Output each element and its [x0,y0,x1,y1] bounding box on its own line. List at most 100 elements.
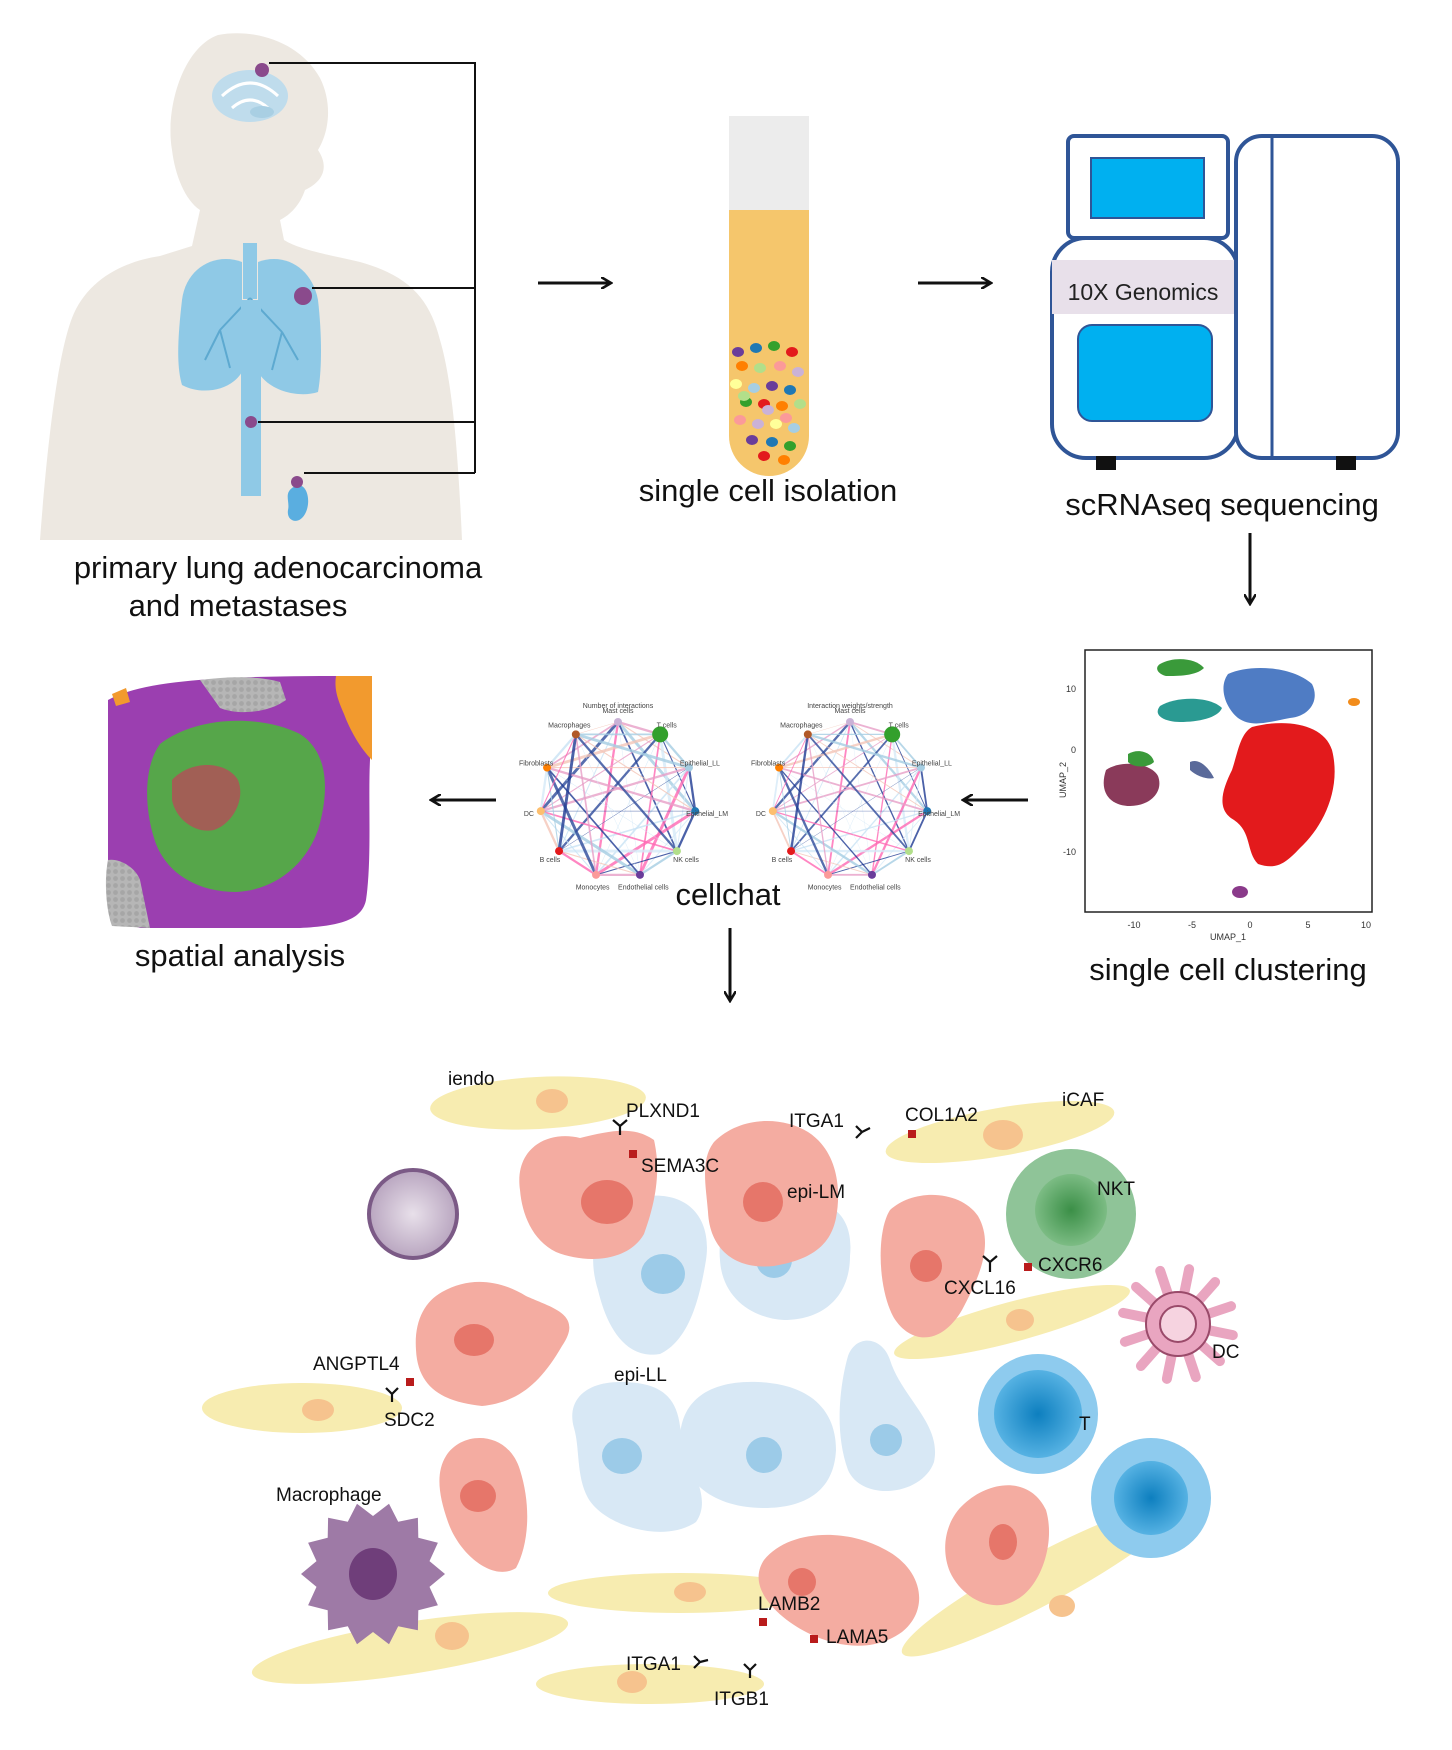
interaction-edge [639,810,696,876]
cell-type-node [543,763,552,772]
brain-icon [212,70,288,122]
lama5-ligand [810,1635,818,1643]
interaction-edge [771,810,792,852]
plxnd1-receptor-icon [612,1119,628,1135]
cell-type-node-label: Macrophages [548,722,591,729]
cell-dot [776,401,788,411]
cellchat-panel: Number of interactions Interaction weigh… [519,703,960,891]
label-dc: DC [1212,1342,1239,1363]
interaction-edge [539,767,549,812]
interaction-edge [659,734,696,812]
interaction-edge [595,850,678,876]
label-itga1-bottom: ITGA1 [626,1654,681,1675]
umap-xtick-5: 10 [1361,920,1371,930]
label-macrophage: Macrophage [276,1485,382,1506]
cell-type-node [775,763,784,772]
cellchat-left-title: Number of interactions [583,703,654,710]
cell-type-node-label: Fibroblasts [519,761,554,768]
cell-type-node-label: T cells [657,722,678,729]
label-epi-lm: epi-LM [787,1182,845,1203]
label-plxnd1: PLXND1 [626,1101,700,1122]
ligand-markers [406,1130,1032,1643]
interaction-edge [595,809,696,877]
interaction-edge [908,810,929,852]
interaction-edge [558,850,641,876]
interaction-edge [849,721,929,812]
itga1-bottom-receptor-icon [693,1655,709,1669]
epi-lm-cell-6 [758,1534,920,1646]
caption-cellchat: cellchat [675,877,780,912]
cell-dot [730,379,742,389]
interaction-edge [827,810,928,876]
purple-lymphocyte [367,1168,459,1260]
itgb1-receptor-icon [743,1663,757,1678]
interaction-edge [778,767,792,852]
umap-ytick-top: 10 [1066,684,1076,694]
interaction-edge [807,734,928,812]
label-lama5: LAMA5 [826,1627,888,1648]
fibroblast-bottom-right [901,1503,1179,1657]
interaction-edge [827,850,910,876]
caption-sequencing: scRNAseq sequencing [1065,487,1379,522]
fibroblast-bottom-left [251,1612,569,1684]
cellchat-network-left: Mast cells T cells Epithelial_LL Epithelial… [519,708,728,891]
caption-isolation: single cell isolation [639,473,897,508]
interaction-edge [908,767,922,852]
cell-type-node [787,847,796,856]
cell-type-node-label: Mast cells [602,708,634,715]
interaction-edge [616,721,697,813]
sequencer-label-panel [1052,260,1238,314]
interaction-edge [545,766,598,876]
cell-type-node-label: Mast cells [834,708,866,715]
cellchat-network-right: Mast cells T cells Epithelial_LL Epithelial… [751,708,960,891]
cell-dot [766,437,778,447]
cell-dot [732,347,744,357]
cell-dot [784,385,796,395]
bone-tumor-marker [245,416,257,428]
label-itgb1: ITGB1 [714,1689,769,1710]
cell-type-node [635,870,644,879]
cxcl16-receptor-icon [982,1255,998,1272]
cell-dot [758,451,770,461]
cell-dot [748,383,760,393]
umap-cluster-violet [1190,760,1214,779]
tme-illustration: iendo iCAF epi-LM epi-LL NKT DC T Macrop… [202,1069,1239,1710]
spatial-orange-region [335,676,372,760]
interaction-edge [772,734,809,812]
caption-clustering: single cell clustering [1089,952,1366,987]
cell-type-node [846,718,854,726]
interaction-edge [546,732,661,769]
interaction-edge [871,810,928,876]
label-col1a2: COL1A2 [905,1105,978,1126]
cell-type-node-label: NK cells [905,857,931,864]
cell-dot [784,441,796,451]
macrophage-cell [301,1503,445,1645]
interaction-edge [687,767,697,812]
t-cell-second [1091,1438,1211,1558]
fibroblast-bottom-middle [536,1664,764,1704]
metastasis-connector-lines [258,62,476,474]
cell-dot [780,413,792,423]
interaction-edge [807,721,851,735]
cell-type-node [652,726,669,743]
spine-icon [241,300,261,496]
umap-clusters [1103,659,1360,898]
umap-xtick-1: -10 [1127,920,1140,930]
epi-lm-nuclei [454,1180,1017,1596]
cell-dot [752,419,764,429]
t-cell [978,1354,1098,1474]
cell-dot [734,415,746,425]
umap-ytick-bottom: -10 [1063,847,1076,857]
sequencer-machine-icon [1050,134,1400,470]
interaction-edge [920,767,929,812]
fibroblast-left [202,1383,402,1433]
label-epi-ll: epi-LL [614,1365,667,1386]
label-cxcl16: CXCL16 [944,1278,1016,1299]
interaction-edge [891,734,911,852]
cell-dot [792,367,804,377]
interaction-edge [807,733,910,852]
sdc2-receptor-icon [385,1387,399,1402]
cell-type-node-label: Epithelial_LM [686,811,728,818]
cell-dot [786,347,798,357]
cell-type-node-label: B cells [772,857,793,864]
